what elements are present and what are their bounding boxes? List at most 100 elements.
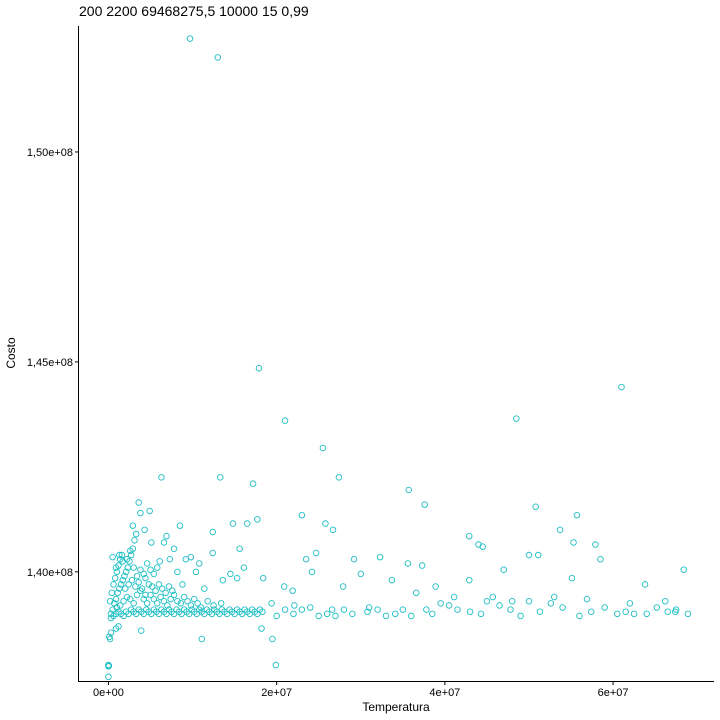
data-point xyxy=(643,610,650,618)
data-point xyxy=(159,585,166,592)
data-point xyxy=(111,574,119,582)
data-point xyxy=(174,597,181,605)
y-tick-label: 1,45e+08 xyxy=(27,357,73,369)
data-point xyxy=(568,574,576,582)
data-point xyxy=(209,528,216,536)
data-point xyxy=(477,610,485,618)
data-point xyxy=(672,606,680,613)
data-point xyxy=(145,581,153,588)
data-point xyxy=(209,549,216,557)
data-point xyxy=(113,568,121,576)
data-point xyxy=(147,591,154,599)
data-point xyxy=(680,566,687,573)
data-point xyxy=(163,532,170,540)
data-point xyxy=(115,623,122,630)
data-point xyxy=(483,597,491,605)
data-point xyxy=(140,595,148,603)
data-point xyxy=(138,585,146,592)
data-point xyxy=(445,602,453,609)
data-point xyxy=(217,600,225,607)
data-point xyxy=(240,564,248,571)
data-point xyxy=(357,570,365,578)
data-point xyxy=(388,576,396,584)
data-point xyxy=(142,574,149,582)
data-point xyxy=(664,608,671,615)
data-point xyxy=(140,570,148,578)
data-point xyxy=(332,612,339,620)
data-point xyxy=(157,593,164,601)
data-point xyxy=(179,581,186,588)
data-point xyxy=(165,583,173,590)
data-point xyxy=(169,587,176,594)
data-point xyxy=(601,604,608,611)
data-point xyxy=(116,551,123,559)
data-point xyxy=(513,415,520,422)
data-point xyxy=(105,662,113,670)
data-point xyxy=(258,625,265,632)
data-point xyxy=(109,553,116,561)
data-point xyxy=(106,597,114,605)
data-point xyxy=(525,551,533,559)
data-point xyxy=(182,555,190,563)
data-point xyxy=(489,593,497,601)
data-point xyxy=(307,604,314,611)
data-point xyxy=(177,600,185,607)
data-point xyxy=(272,661,280,669)
data-point xyxy=(349,610,356,618)
data-point xyxy=(147,566,154,573)
data-point xyxy=(119,576,126,584)
data-point xyxy=(423,606,430,613)
data-point xyxy=(269,635,276,643)
data-point xyxy=(290,610,297,618)
data-point xyxy=(227,570,234,578)
data-point xyxy=(322,520,329,527)
data-point xyxy=(597,555,604,563)
data-point xyxy=(194,600,201,607)
data-point xyxy=(107,629,115,636)
data-point xyxy=(132,530,140,538)
data-point xyxy=(243,520,251,527)
x-tick-label: 4e+07 xyxy=(429,687,460,699)
data-point xyxy=(214,54,222,61)
data-point xyxy=(559,604,566,611)
data-point xyxy=(280,583,288,590)
data-point xyxy=(587,608,595,615)
data-point xyxy=(118,551,126,559)
data-point xyxy=(192,568,200,576)
data-point xyxy=(255,364,263,372)
data-point xyxy=(170,545,178,552)
data-point xyxy=(376,553,384,561)
data-point xyxy=(176,522,184,529)
x-axis-ticks: 0e+00 2e+07 4e+07 6e+07 xyxy=(93,681,629,699)
data-point xyxy=(127,551,135,559)
data-point xyxy=(210,602,217,609)
data-point xyxy=(614,610,621,618)
data-point xyxy=(532,503,539,511)
data-point xyxy=(137,627,145,634)
data-point xyxy=(150,570,158,578)
data-point xyxy=(132,583,139,590)
data-point xyxy=(684,610,692,618)
data-point xyxy=(641,581,649,588)
data-point xyxy=(153,564,161,571)
data-point xyxy=(432,583,439,590)
data-point xyxy=(466,532,473,540)
data-point xyxy=(148,583,156,590)
y-axis-label: Costo xyxy=(4,337,18,369)
data-point xyxy=(129,522,137,529)
data-point xyxy=(653,604,661,611)
data-point xyxy=(217,474,224,481)
data-point xyxy=(570,539,577,546)
data-point xyxy=(186,35,194,42)
data-point xyxy=(350,555,358,563)
data-point xyxy=(517,612,524,620)
data-point xyxy=(291,602,298,609)
data-point xyxy=(391,610,399,618)
data-point xyxy=(137,587,144,594)
data-point xyxy=(112,595,120,603)
data-point xyxy=(133,591,141,599)
data-point xyxy=(319,444,327,452)
data-point xyxy=(112,564,120,571)
data-point xyxy=(592,541,599,548)
data-point xyxy=(162,589,169,597)
